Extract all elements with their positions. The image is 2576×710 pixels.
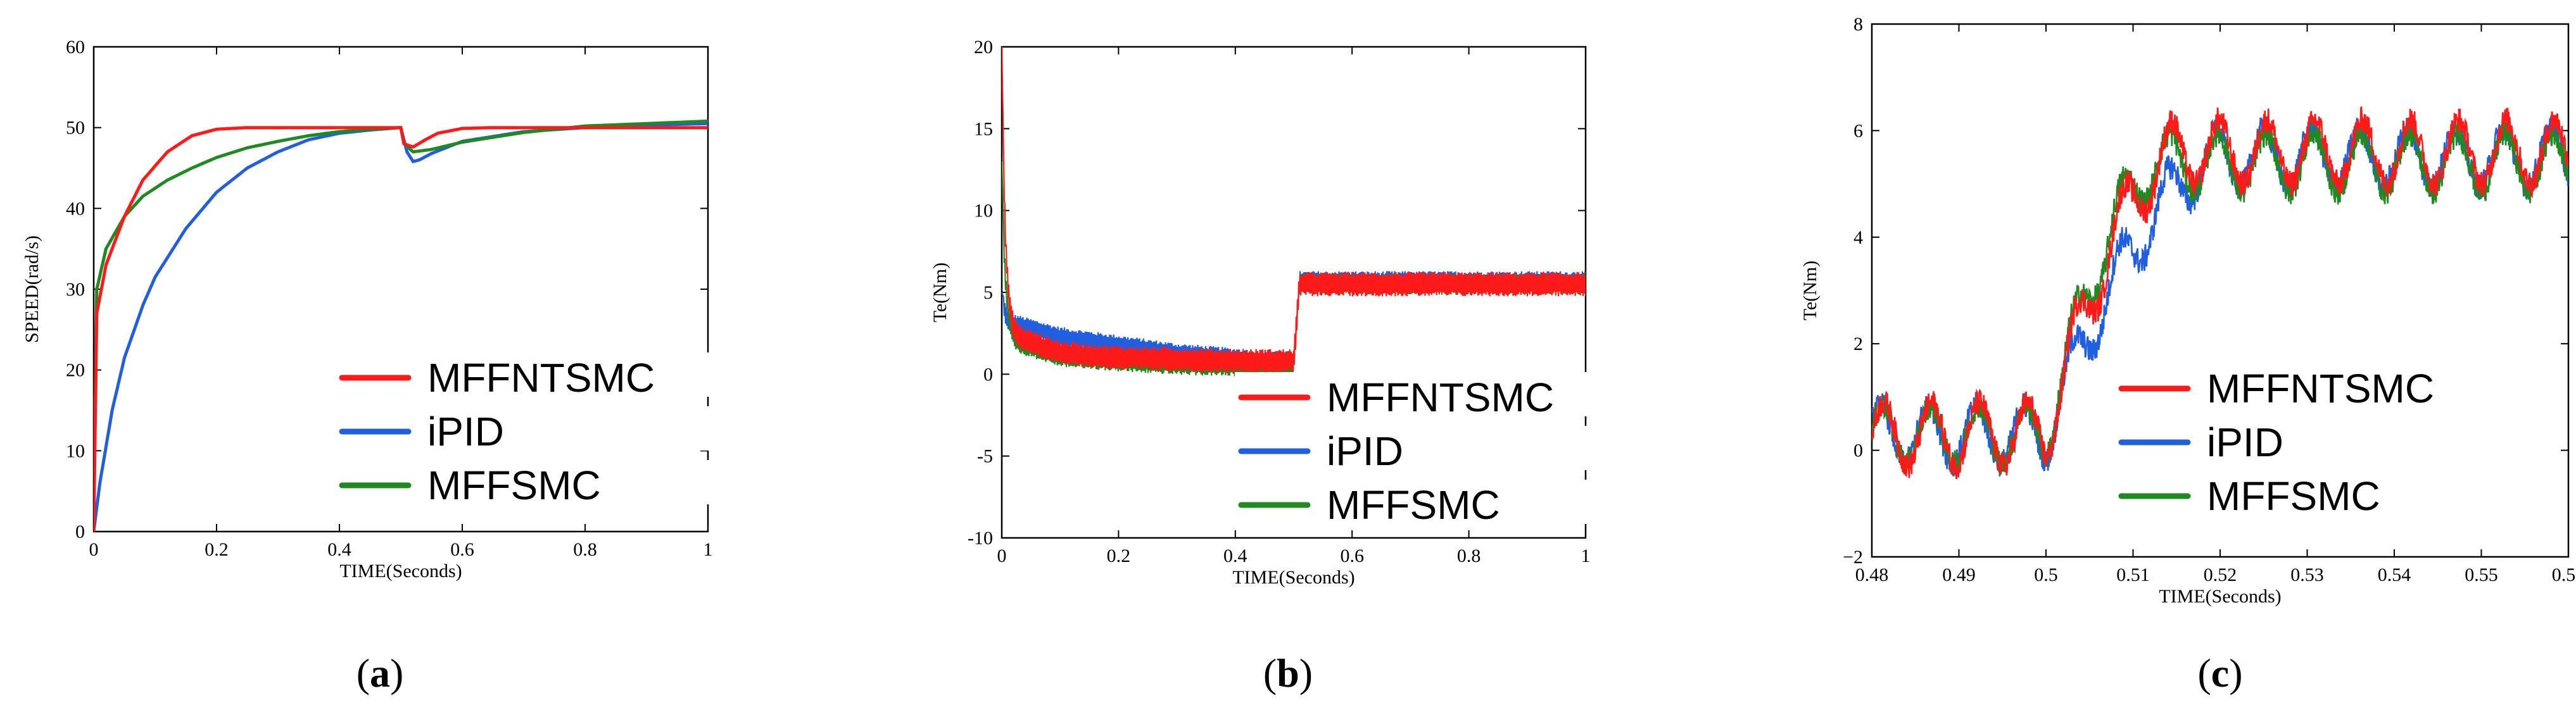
legend-label-ipid: iPID [1327, 428, 1403, 474]
legend-label-mffsmc: MFFSMC [2207, 473, 2380, 519]
y-tick-label: 8 [1853, 14, 1863, 35]
x-axis-label: TIME(Seconds) [1232, 567, 1354, 588]
x-axis-label: TIME(Seconds) [2159, 586, 2281, 607]
y-tick-label: 15 [974, 118, 993, 139]
plot-frame [92, 46, 709, 533]
x-tick-label: 0.2 [205, 539, 229, 560]
legend: MFFNTSMC iPID MFFSMC [2115, 363, 2508, 519]
y-tick-label: 4 [1853, 227, 1863, 248]
x-tick-label: 0.54 [2378, 564, 2411, 585]
legend: MFFNTSMC iPID MFFSMC [1235, 372, 1627, 528]
legend-label-ipid: iPID [2207, 420, 2283, 465]
series-line-mffntsmc [1872, 106, 2568, 480]
legend-bg [1235, 480, 1627, 524]
series-line-mffntsmc [1002, 47, 1586, 374]
x-tick-label: 0.48 [1855, 564, 1889, 585]
chart-a: 0 0.2 0.4 0.6 0.8 10102030405060TIME(Seconds)… [22, 37, 728, 582]
x-tick-label: 1 [1581, 545, 1591, 566]
x-tick-label: 0 [997, 545, 1007, 566]
legend-bg [1235, 426, 1627, 470]
x-tick-label: 0.6 [450, 539, 474, 560]
panel-label-a: (a) [357, 651, 404, 695]
y-tick-label: 6 [1853, 120, 1863, 141]
panel-label-c: (c) [2197, 651, 2242, 695]
y-axis-label: SPEED(rad/s) [22, 235, 42, 343]
y-tick-label: 0 [75, 521, 85, 542]
x-tick-label: 0.56 [2552, 564, 2576, 585]
legend-label-mffntsmc: MFFNTSMC [2207, 366, 2434, 411]
y-tick-label: 0 [983, 364, 993, 385]
x-axis-label: TIME(Seconds) [339, 561, 462, 582]
y-tick-label: -5 [977, 446, 993, 467]
x-tick-label: 1 [704, 539, 713, 560]
x-tick-label: 0.8 [1457, 545, 1481, 566]
x-tick-label: 0.52 [2204, 564, 2237, 585]
legend-label-mffsmc: MFFSMC [1327, 482, 1500, 528]
legend-bg [336, 406, 728, 451]
y-tick-label: −2 [1843, 547, 1863, 568]
y-tick-label: 5 [983, 282, 993, 303]
legend-bg [1235, 372, 1627, 416]
y-tick-label: 50 [66, 118, 85, 139]
y-tick-label: 10 [974, 201, 993, 221]
series-line-mffntsmc [94, 126, 708, 532]
y-tick-label: 0 [1853, 440, 1863, 461]
y-tick-label: 30 [66, 279, 85, 300]
legend-label-mffsmc: MFFSMC [427, 463, 601, 508]
legend-bg [336, 460, 728, 504]
y-axis-label: Te(Nm) [930, 263, 950, 323]
legend-bg [2115, 471, 2508, 515]
x-tick-label: 0.4 [327, 539, 351, 560]
legend: MFFNTSMC iPID MFFSMC [336, 352, 728, 508]
y-tick-label: 10 [66, 440, 85, 461]
legend-bg [2115, 363, 2508, 408]
x-tick-label: 0.55 [2465, 564, 2498, 585]
legend-bg [336, 352, 728, 397]
y-tick-label: 40 [66, 198, 85, 219]
x-tick-label: 0.49 [1942, 564, 1976, 585]
panel-label-b: (b) [1263, 651, 1313, 695]
y-tick-label: 20 [66, 360, 85, 381]
chart-b: 0 0.2 0.4 0.6 0.8 1 -10 -5 0 5 10 15 20 TIME(Seconds)… [930, 37, 1627, 588]
y-tick-label: 2 [1853, 333, 1863, 354]
x-tick-label: 0.53 [2290, 564, 2324, 585]
x-tick-label: 0.5 [2034, 564, 2058, 585]
x-tick-label: 0.2 [1107, 545, 1131, 566]
x-tick-label: 0.51 [2116, 564, 2150, 585]
y-tick-label: -10 [968, 528, 993, 549]
legend-label-ipid: iPID [427, 409, 504, 454]
y-axis-label: Te(Nm) [1800, 261, 1821, 321]
x-tick-label: 0.6 [1340, 545, 1364, 566]
legend-bg [2115, 417, 2508, 461]
y-tick-label: 20 [974, 37, 993, 58]
legend-label-mffntsmc: MFFNTSMC [427, 355, 655, 401]
legend-label-mffntsmc: MFFNTSMC [1327, 375, 1554, 420]
x-tick-label: 0.4 [1223, 545, 1247, 566]
y-tick-label: 60 [66, 37, 85, 58]
x-tick-label: 0 [89, 539, 99, 560]
chart-c: 0.48 0.49 0.5 0.51 0.52 0.53 0.54 0.55 0.56 −2 0 2 4… [1800, 14, 2576, 607]
x-tick-label: 0.8 [573, 539, 597, 560]
